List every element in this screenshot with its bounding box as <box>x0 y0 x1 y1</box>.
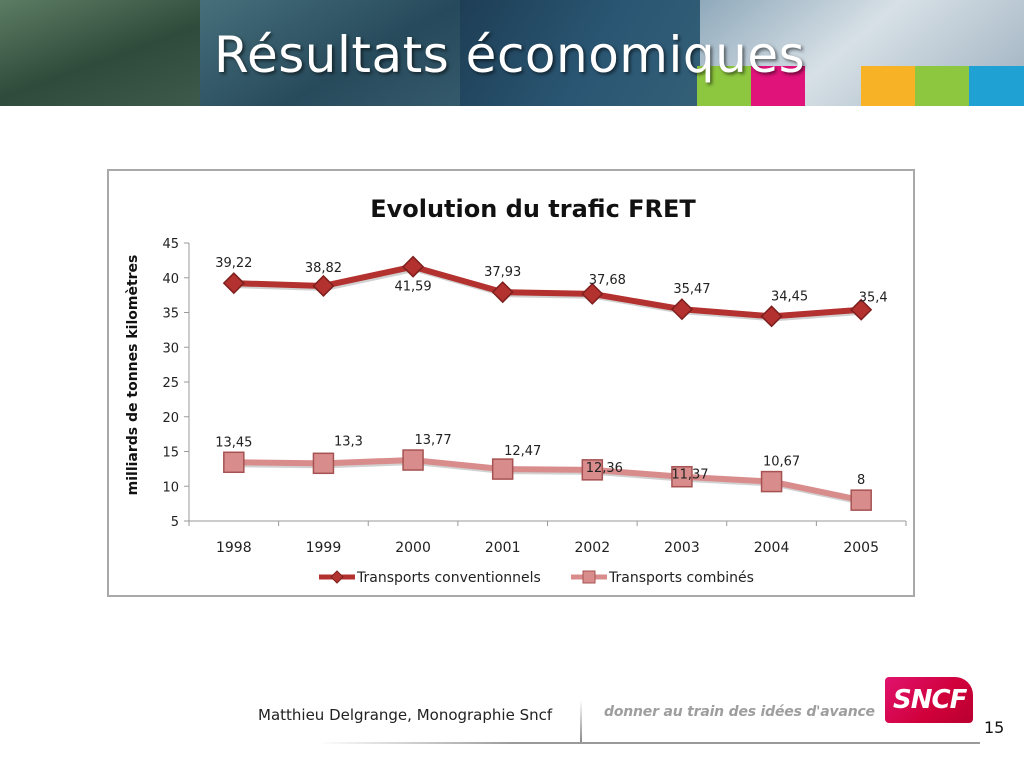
x-tick-label: 2005 <box>843 540 879 556</box>
series-line-combines <box>230 457 865 504</box>
data-point-diamond <box>312 274 335 298</box>
chart-title: Evolution du trafic FRET <box>370 195 696 223</box>
data-point-square <box>581 459 604 481</box>
data-point-diamond <box>491 281 514 304</box>
y-tick-label: 30 <box>162 341 179 356</box>
accent-block <box>915 66 969 106</box>
accent-block <box>969 66 1024 106</box>
data-point-square <box>312 452 335 475</box>
footer-author: Matthieu Delgrange, Monographie Sncf <box>258 706 553 724</box>
x-tick-label: 2003 <box>664 540 700 556</box>
x-tick-label: 2000 <box>395 540 431 556</box>
y-tick-label: 10 <box>162 480 179 495</box>
legend-marker-square <box>582 570 596 584</box>
data-label: 37,93 <box>484 265 521 280</box>
data-point-square <box>671 465 693 488</box>
accent-block <box>751 66 805 106</box>
legend-label: Transports combinés <box>608 570 754 586</box>
legend-marker-diamond <box>330 570 344 584</box>
page-number: 15 <box>984 718 1005 737</box>
data-label: 13,77 <box>414 433 451 448</box>
y-axis-label: milliards de tonnes kilomètres <box>125 255 141 496</box>
x-tick-label: 1999 <box>306 540 342 556</box>
data-label: 13,45 <box>215 435 252 450</box>
chart-frame: Evolution du trafic FRET milliards de to… <box>107 169 915 597</box>
banner-photo-freight <box>460 0 700 106</box>
fret-line-chart: Evolution du trafic FRET milliards de to… <box>125 195 907 586</box>
data-point-diamond <box>670 298 693 321</box>
banner-photo-station <box>200 0 460 106</box>
data-label: 41,59 <box>394 280 431 295</box>
data-point-diamond <box>760 305 783 328</box>
data-label: 34,45 <box>771 289 808 304</box>
data-label: 38,82 <box>305 261 342 276</box>
sncf-logo: SNCF <box>885 677 973 723</box>
footer-line <box>318 742 980 744</box>
x-tick-label: 1998 <box>216 540 252 556</box>
legend-label: Transports conventionnels <box>356 570 541 586</box>
y-tick-label: 5 <box>171 515 179 530</box>
y-tick-label: 25 <box>162 376 179 391</box>
data-point-square <box>223 451 245 474</box>
data-label: 11,37 <box>671 468 708 483</box>
y-tick-label: 40 <box>162 272 179 287</box>
data-label: 37,68 <box>589 273 626 288</box>
data-label: 13,3 <box>334 434 363 449</box>
y-tick-label: 45 <box>162 237 179 252</box>
data-label: 12,47 <box>504 444 541 459</box>
y-tick-label: 35 <box>162 307 179 322</box>
data-label: 10,67 <box>763 455 800 470</box>
data-point-square <box>491 458 514 480</box>
slogan: donner au train des idées d'avance <box>604 704 875 720</box>
y-tick-label: 15 <box>162 446 179 461</box>
data-label: 8 <box>857 473 865 488</box>
data-point-square <box>760 470 783 493</box>
banner-photo-travelers <box>0 0 200 106</box>
data-point-diamond <box>581 282 604 305</box>
data-point-square <box>850 489 872 511</box>
data-label: 35,4 <box>859 291 888 306</box>
data-label: 39,22 <box>215 256 252 271</box>
accent-block <box>697 66 751 106</box>
data-point-diamond <box>222 272 245 295</box>
data-point-diamond <box>402 255 425 278</box>
x-tick-label: 2001 <box>485 540 521 556</box>
data-label: 35,47 <box>673 282 710 297</box>
footer-divider <box>580 700 582 742</box>
x-tick-label: 2002 <box>574 540 610 556</box>
logo-text: SNCF <box>893 685 967 715</box>
data-label: 12,36 <box>586 461 623 476</box>
data-point-square <box>402 449 424 471</box>
data-point-diamond <box>850 298 873 321</box>
y-tick-label: 20 <box>162 411 179 426</box>
series-line-conventionnels <box>230 263 865 320</box>
slide-title: Résultats économiques <box>214 26 806 84</box>
x-tick-label: 2004 <box>754 540 790 556</box>
header-banner: Résultats économiques <box>0 0 1024 106</box>
accent-block <box>861 66 915 106</box>
